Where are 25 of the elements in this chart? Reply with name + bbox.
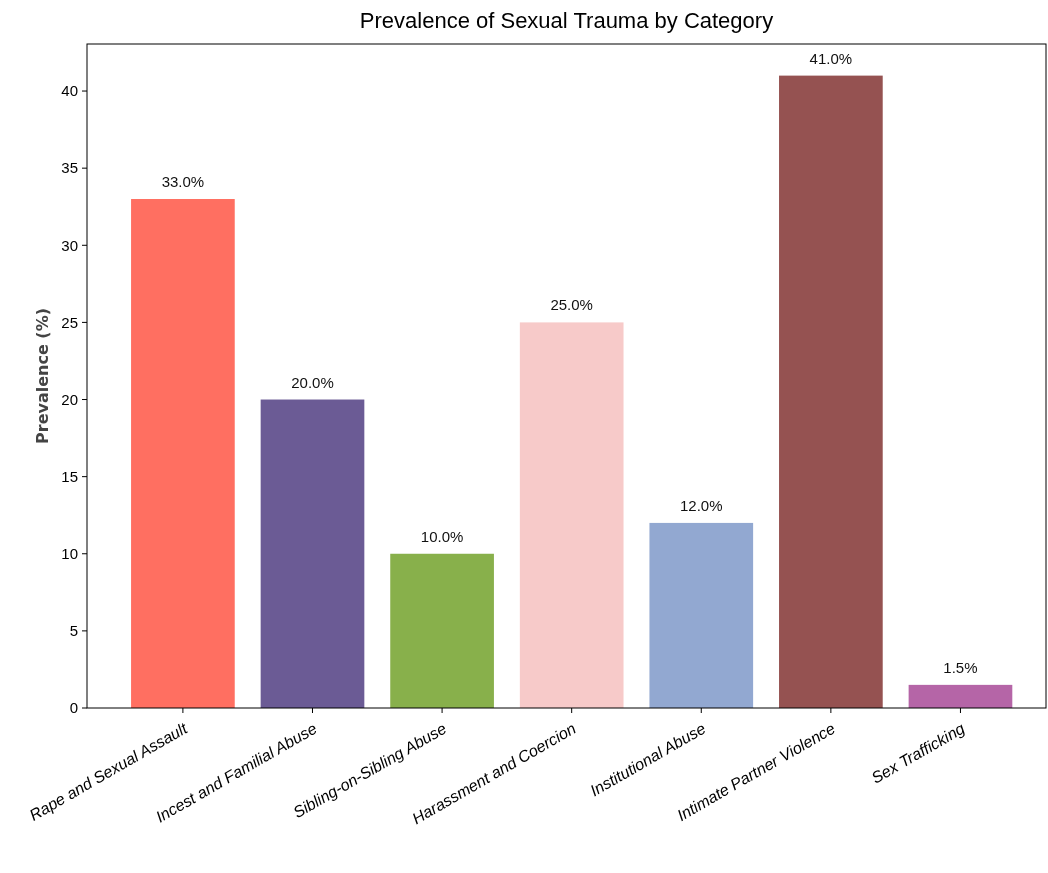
y-tick-label: 5 [69,622,78,640]
y-tick-label: 25 [61,313,78,331]
bar [908,684,1013,708]
data-label: 20.0% [291,373,334,391]
y-tick-label: 0 [69,699,78,717]
bar [131,199,235,708]
bar [649,522,754,708]
chart-title: Prevalence of Sexual Trauma by Category [359,8,774,33]
bar [779,75,883,708]
bar [519,322,624,708]
data-label: 12.0% [680,496,723,514]
y-tick-label: 15 [61,467,78,485]
y-axis-title: Prevalence (%) [33,308,52,444]
bar [260,399,365,708]
y-tick-label: 30 [61,236,78,254]
data-label: 25.0% [550,296,593,314]
data-label: 1.5% [943,658,978,676]
y-tick-label: 40 [61,82,78,100]
data-label: 10.0% [420,527,464,545]
bar [390,553,494,708]
y-tick-label: 35 [61,159,78,177]
y-tick-label: 10 [61,545,78,563]
data-label: 33.0% [161,173,205,191]
data-label: 41.0% [809,49,853,67]
y-tick-label: 20 [61,390,78,408]
